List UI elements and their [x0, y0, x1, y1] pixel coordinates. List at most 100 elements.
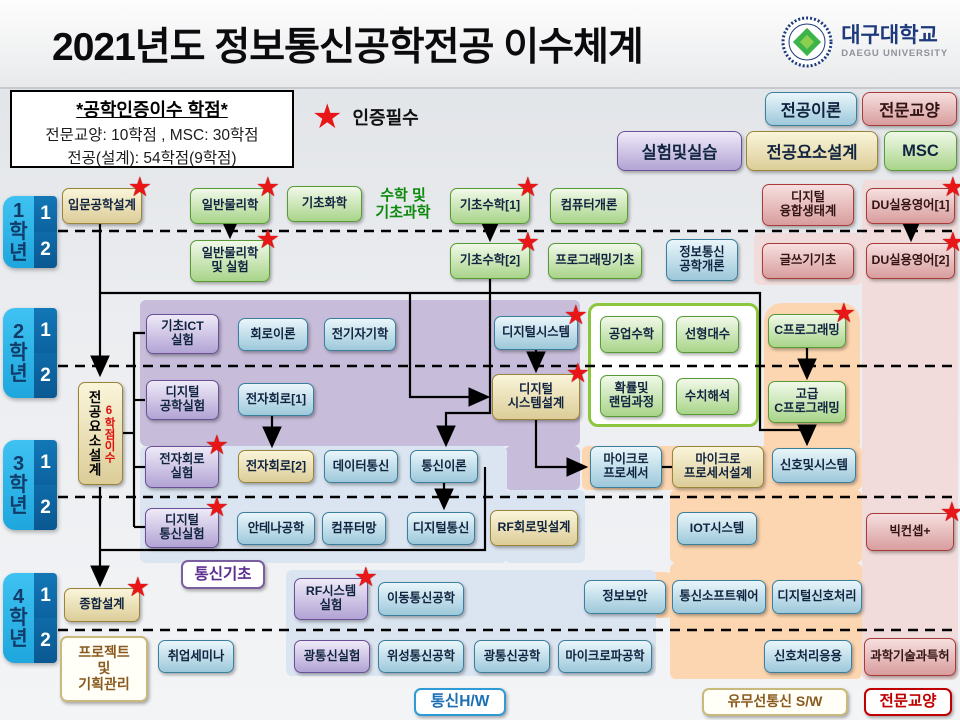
course-ict-eng-intro: 정보통신 공학개론: [666, 239, 738, 281]
course-label: 정보보안: [602, 589, 648, 604]
course-label: 전기자기학: [331, 326, 389, 341]
course-label: DU실용영어[2]: [871, 253, 950, 268]
course-circuit-theory: 회로이론: [238, 318, 308, 351]
course-label: 디지털 통신실험: [159, 513, 205, 541]
course-label: 통신H/W: [430, 693, 490, 711]
course-label: DU실용영어[1]: [871, 198, 950, 213]
course-data-comm: 데이터통신: [324, 450, 398, 483]
course-label: 프로그래밍기초: [555, 253, 635, 268]
course-science-patent: 과학기술과특허: [864, 638, 956, 676]
course-digital-comm: 디지털통신: [407, 512, 475, 545]
star-icon: ★: [515, 227, 540, 257]
course-label: 신호및시스템: [780, 457, 848, 472]
course-programming-basic: 프로그래밍기초: [548, 243, 642, 279]
semester-label: 2: [34, 232, 57, 268]
star-icon: ★: [353, 562, 378, 592]
course-label: 일반물리학: [201, 198, 259, 213]
page-title: 2021년도 정보통신공학전공 이수체계: [52, 26, 644, 69]
course-micro-design: 마이크로 프로세서설계: [672, 446, 764, 488]
course-signal-proc-app: 신호처리응용: [764, 640, 852, 673]
course-info-security: 정보보안: [584, 580, 666, 614]
course-label: 빅컨셉+: [889, 524, 931, 539]
course-adv-c-programming: 고급 C프로그래밍: [768, 381, 846, 423]
course-basic-math-2: 기초수학[2] ★: [450, 229, 540, 279]
course-comm-hw-label: 통신H/W: [414, 688, 506, 716]
course-physics-lab: 일반물리학 및 실험 ★: [190, 226, 280, 282]
course-intro-eng-design: 입문공학설계 ★: [62, 174, 152, 224]
course-numerical: 수치해석: [676, 378, 739, 415]
vertical-course-label: 전공요소설계: [86, 390, 102, 477]
course-label: 기초ICT 실험: [161, 319, 204, 347]
legend-design: 전공요소설계: [746, 131, 878, 171]
course-major-element: 전공요소설계 6학점이수: [78, 382, 123, 485]
star-icon: ★: [565, 358, 590, 388]
course-label: 기초수학[1]: [459, 198, 521, 213]
course-label: 광통신공학: [483, 648, 541, 663]
course-label: 전문교양: [879, 693, 937, 711]
course-capstone-design: 종합설계 ★: [64, 574, 150, 622]
course-label: 일반물리학 및 실험: [201, 246, 259, 274]
course-label: 광통신실험: [303, 648, 361, 663]
semester-label: 2: [34, 485, 57, 530]
star-icon: ★: [127, 172, 152, 202]
course-label: 전자회로[1]: [245, 391, 307, 406]
course-antenna-eng: 안테나공학: [237, 512, 315, 545]
course-label: 안테나공학: [247, 520, 305, 535]
course-optical-comm-lab: 광통신실험: [294, 640, 370, 673]
course-basic-chemistry: 기초화학: [287, 186, 362, 222]
course-writing-basic: 글쓰기기초: [762, 243, 854, 279]
course-label: 디지털통신: [412, 520, 470, 535]
legend-pro-edu: 전문교양: [862, 92, 957, 126]
credit-note: 6학점이수: [102, 404, 115, 463]
star-icon: ★: [831, 298, 856, 328]
course-label: 컴퓨터개론: [560, 198, 618, 213]
star-icon: ★: [563, 300, 588, 330]
course-digital-ecosystem: 디지털 융합생태계: [762, 184, 854, 226]
course-label: 회로이론: [250, 326, 296, 341]
course-label: 위성통신공학: [387, 648, 455, 663]
course-rf-circuit-design: RF회로및설계: [490, 510, 578, 546]
course-satellite-comm: 위성통신공학: [378, 640, 464, 673]
course-label: 디지털 시스템설계: [507, 382, 565, 410]
legend-lab: 실험및실습: [617, 131, 742, 171]
slide-header: 2021년도 정보통신공학전공 이수체계 대구대학교 DAEGU UNIVERS…: [0, 0, 960, 89]
course-label: 확률및 랜덤과정: [608, 381, 655, 409]
star-icon: ★: [940, 172, 960, 202]
course-label: 전자회로 실험: [159, 452, 205, 480]
course-rf-system-lab: RF시스템 실험 ★: [294, 564, 378, 620]
course-electronics-2: 전자회로[2]: [238, 450, 314, 483]
course-label: 디지털 융합생태계: [779, 190, 837, 218]
course-linear-algebra: 선형대수: [676, 316, 739, 353]
course-basic-ict-lab: 기초ICT 실험: [146, 314, 219, 354]
course-electronics-lab: 전자회로 실험 ★: [145, 432, 229, 488]
course-label: C프로그래밍: [774, 323, 840, 338]
course-prob-random: 확률및 랜덤과정: [600, 375, 663, 417]
course-label: 디지털신호처리: [777, 589, 857, 604]
course-du-english-1: DU실용영어[1] ★: [866, 174, 960, 224]
certification-required-label: 인증필수: [352, 108, 419, 128]
course-comm-theory: 통신이론: [410, 450, 478, 483]
course-label: 통신기초: [194, 565, 252, 583]
course-wire-sw-label: 유무선통신 S/W: [702, 688, 848, 716]
star-icon: ★: [204, 430, 229, 460]
star-icon: ★: [312, 98, 343, 136]
course-digcomm-lab: 디지털 통신실험 ★: [145, 494, 229, 548]
university-logo: 대구대학교 DAEGU UNIVERSITY: [781, 16, 948, 68]
course-label: 취업세미나: [167, 648, 225, 663]
course-label: 디지털 공학실험: [159, 385, 206, 413]
course-label: 선형대수: [684, 326, 731, 341]
course-label: 통신이론: [421, 458, 467, 473]
course-eng-math: 공업수학: [600, 316, 663, 353]
course-electromagnetics: 전기자기학: [324, 318, 396, 351]
course-label: 과학기술과특허: [870, 649, 950, 664]
course-comm-software: 통신소프트웨어: [672, 580, 766, 614]
course-label: 기초수학[2]: [459, 253, 521, 268]
course-label: 종합설계: [79, 597, 125, 612]
